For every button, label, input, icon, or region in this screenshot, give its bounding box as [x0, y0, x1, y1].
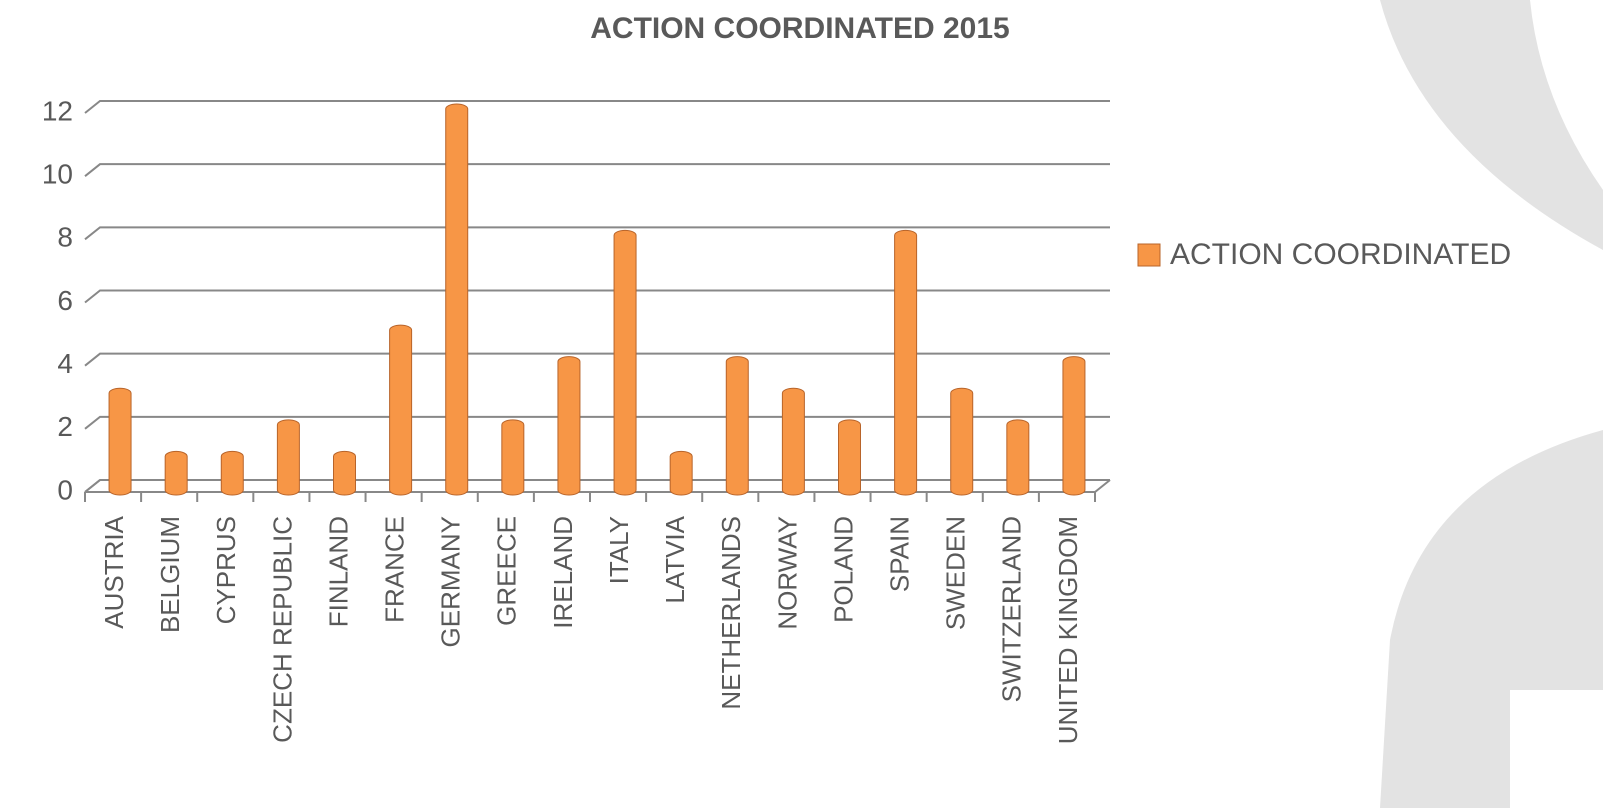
bar — [838, 419, 861, 496]
x-tick-label: BELGIUM — [155, 516, 185, 633]
y-tick-label: 10 — [42, 159, 73, 190]
x-tick-label: GREECE — [492, 516, 522, 626]
x-tick-label: FINLAND — [323, 516, 353, 627]
y-tick-label: 4 — [57, 348, 73, 379]
x-tick-label: NORWAY — [772, 516, 802, 630]
bar — [725, 356, 749, 496]
bar — [164, 450, 188, 496]
grid-line — [84, 226, 1110, 241]
bar — [1006, 419, 1030, 496]
grid-line — [84, 415, 1110, 430]
grid-line — [84, 289, 1110, 304]
bar — [1062, 356, 1086, 496]
bar — [389, 324, 413, 496]
bar — [950, 387, 974, 496]
y-tick-label: 0 — [57, 474, 73, 505]
background-shape — [1380, 0, 1603, 250]
y-tick-label: 12 — [42, 95, 73, 126]
x-tick-label: LATVIA — [660, 515, 690, 603]
bar — [781, 387, 805, 496]
bar — [220, 450, 244, 496]
background-shape — [1380, 430, 1603, 808]
bar — [333, 450, 356, 496]
x-tick-label: IRELAND — [548, 516, 578, 629]
x-tick-label: SWEDEN — [941, 516, 971, 630]
bar — [613, 229, 637, 496]
bar — [894, 229, 918, 496]
x-tick-label: POLAND — [828, 516, 858, 623]
grid-line — [84, 352, 1110, 367]
x-tick-label: SPAIN — [884, 516, 914, 592]
bar — [557, 356, 581, 496]
x-tick-label: AUSTRIA — [99, 515, 129, 628]
x-tick-label: ITALY — [604, 516, 634, 584]
x-tick-label: NETHERLANDS — [716, 516, 746, 710]
x-tick-label: CYPRUS — [211, 516, 241, 624]
bar — [276, 419, 300, 496]
chart-title: ACTION COORDINATED 2015 — [590, 12, 1010, 45]
x-tick-label: GERMANY — [436, 516, 466, 647]
x-tick-label: UNITED KINGDOM — [1053, 516, 1083, 744]
bar — [445, 103, 469, 496]
bar — [669, 450, 693, 496]
legend-swatch — [1137, 243, 1161, 267]
x-tick-label: FRANCE — [379, 516, 409, 623]
bar — [501, 419, 525, 496]
grid-line — [84, 163, 1110, 177]
y-tick-label: 8 — [57, 222, 73, 253]
grid-line — [84, 479, 1110, 493]
x-tick-label: CZECH REPUBLIC — [267, 516, 297, 743]
y-tick-label: 6 — [57, 285, 73, 316]
y-tick-label: 2 — [57, 411, 73, 442]
x-tick-label: SWITZERLAND — [997, 516, 1027, 702]
legend-label: ACTION COORDINATED — [1170, 238, 1511, 271]
grid-line — [84, 100, 1110, 114]
bar — [108, 387, 132, 496]
